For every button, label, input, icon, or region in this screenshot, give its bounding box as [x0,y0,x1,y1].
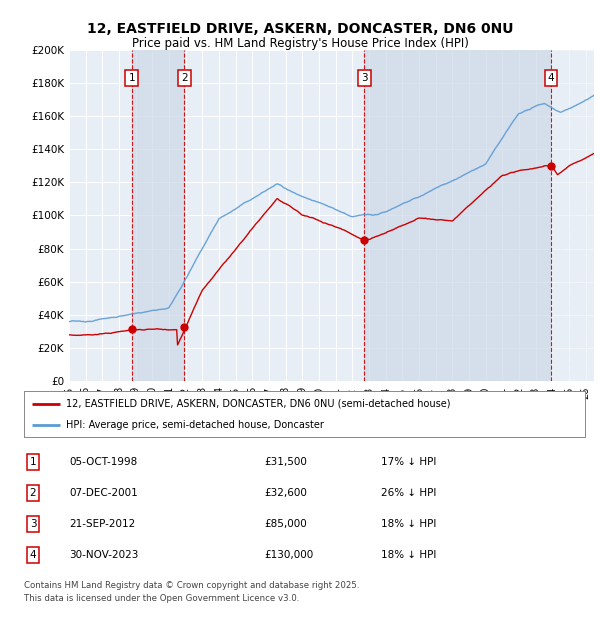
Text: 4: 4 [548,73,554,83]
Text: 2: 2 [181,73,188,83]
Text: 18% ↓ HPI: 18% ↓ HPI [381,519,436,529]
Text: This data is licensed under the Open Government Licence v3.0.: This data is licensed under the Open Gov… [24,593,299,603]
Text: 4: 4 [29,550,37,560]
Text: Price paid vs. HM Land Registry's House Price Index (HPI): Price paid vs. HM Land Registry's House … [131,37,469,50]
Text: 21-SEP-2012: 21-SEP-2012 [69,519,135,529]
Bar [551,50,594,381]
Text: 17% ↓ HPI: 17% ↓ HPI [381,457,436,467]
Text: Contains HM Land Registry data © Crown copyright and database right 2025.: Contains HM Land Registry data © Crown c… [24,581,359,590]
Bar [131,50,184,381]
Text: £32,600: £32,600 [264,488,307,498]
Text: 30-NOV-2023: 30-NOV-2023 [69,550,139,560]
Text: 05-OCT-1998: 05-OCT-1998 [69,457,137,467]
Text: 07-DEC-2001: 07-DEC-2001 [69,488,138,498]
Text: £130,000: £130,000 [264,550,313,560]
Text: 3: 3 [361,73,368,83]
Text: £31,500: £31,500 [264,457,307,467]
Text: 12, EASTFIELD DRIVE, ASKERN, DONCASTER, DN6 0NU: 12, EASTFIELD DRIVE, ASKERN, DONCASTER, … [87,22,513,36]
Text: 26% ↓ HPI: 26% ↓ HPI [381,488,436,498]
Text: 2: 2 [29,488,37,498]
Text: 3: 3 [29,519,37,529]
Bar [364,50,551,381]
Text: 12, EASTFIELD DRIVE, ASKERN, DONCASTER, DN6 0NU (semi-detached house): 12, EASTFIELD DRIVE, ASKERN, DONCASTER, … [66,399,451,409]
Text: £85,000: £85,000 [264,519,307,529]
Text: HPI: Average price, semi-detached house, Doncaster: HPI: Average price, semi-detached house,… [66,420,324,430]
Text: 1: 1 [29,457,37,467]
Text: 1: 1 [128,73,135,83]
Text: 18% ↓ HPI: 18% ↓ HPI [381,550,436,560]
